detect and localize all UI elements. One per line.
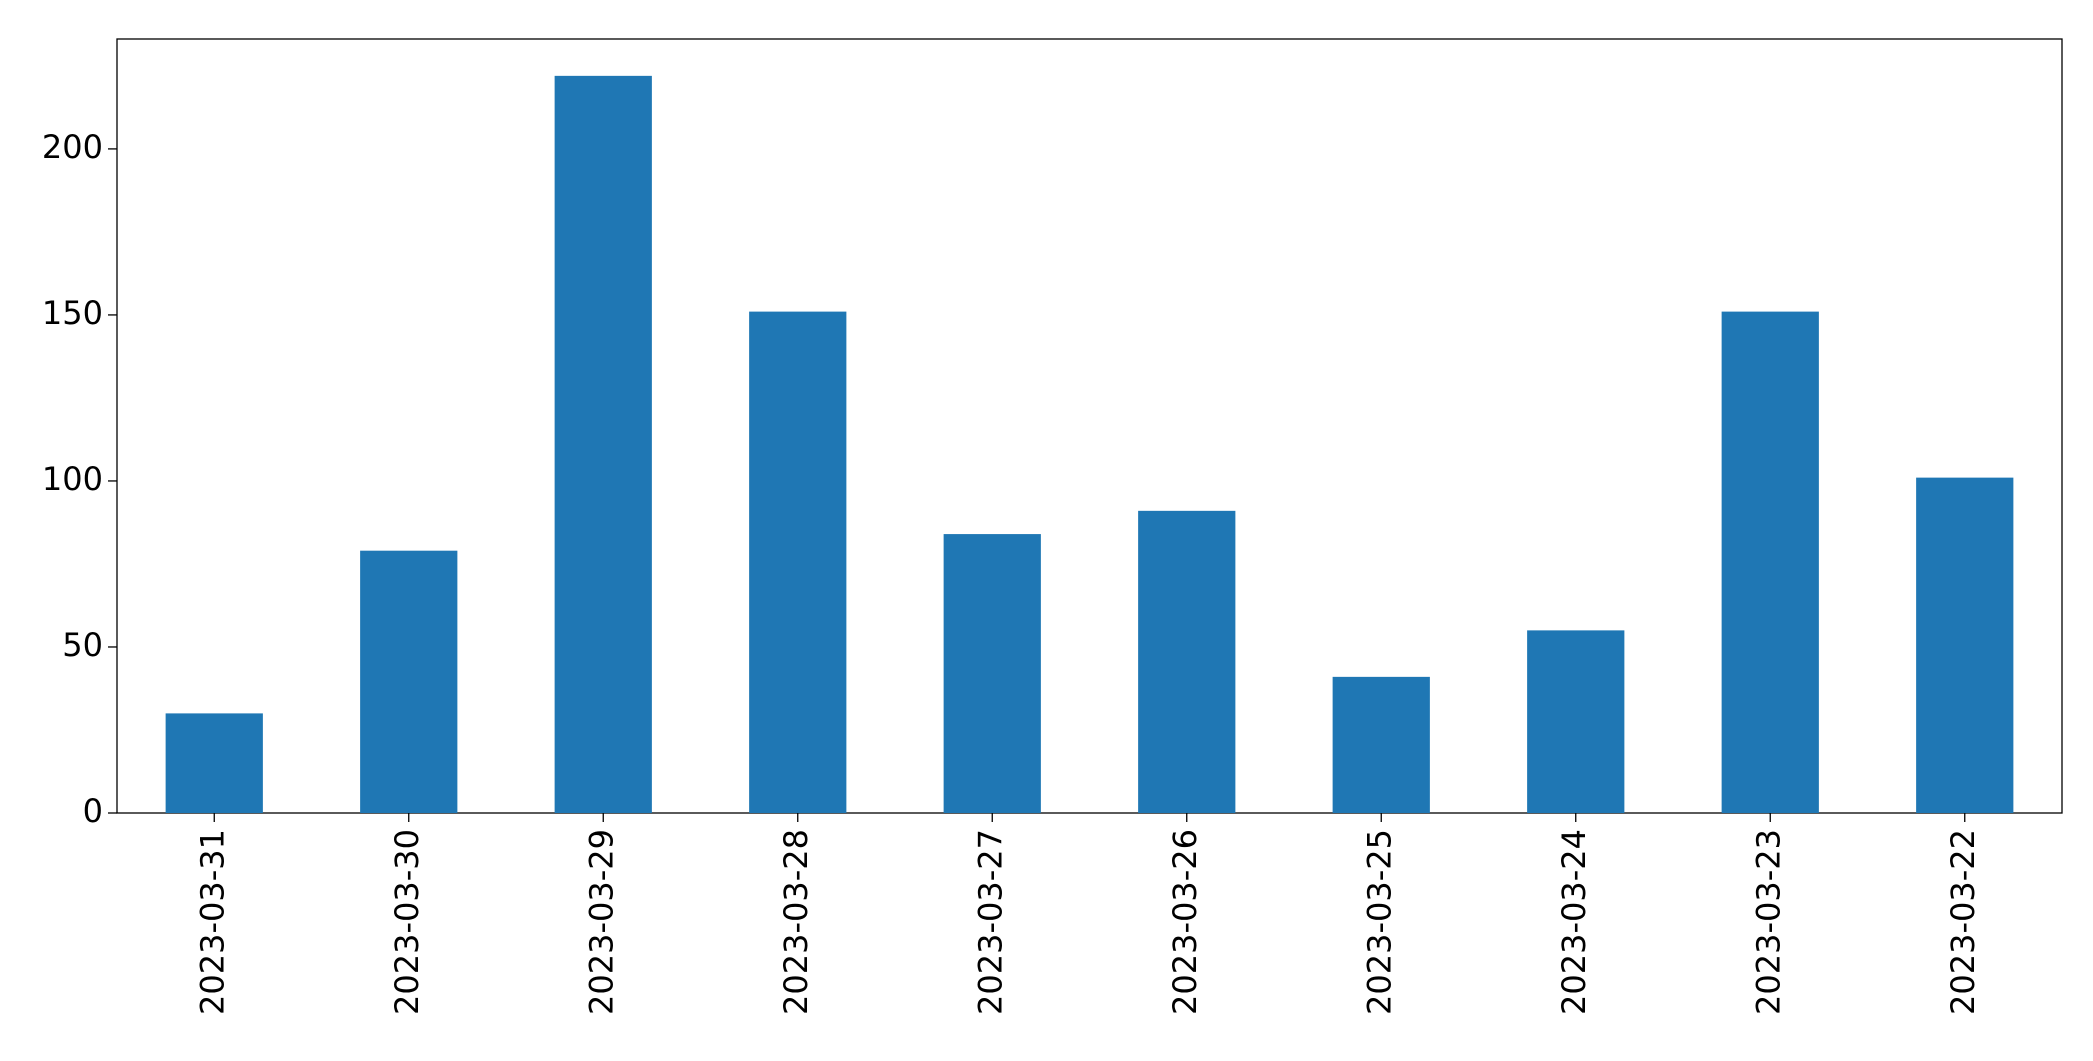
bar (165, 713, 263, 813)
y-tick-label: 0 (83, 792, 103, 830)
bar (360, 550, 458, 813)
x-tick-label: 2023-03-23 (1749, 829, 1787, 1015)
x-tick-label: 2023-03-26 (1166, 829, 1204, 1015)
x-tick-label: 2023-03-22 (1944, 829, 1982, 1015)
x-tick-label: 2023-03-28 (777, 829, 815, 1015)
x-tick-label: 2023-03-27 (971, 829, 1009, 1015)
bar (1721, 311, 1819, 813)
x-tick-label: 2023-03-31 (193, 829, 231, 1015)
x-tick-label: 2023-03-24 (1555, 829, 1593, 1015)
y-tick-label: 200 (42, 128, 103, 166)
bar (749, 311, 847, 813)
x-tick-label: 2023-03-25 (1360, 829, 1398, 1015)
x-tick-label: 2023-03-29 (582, 829, 620, 1015)
bar (1332, 676, 1430, 813)
bar (943, 534, 1041, 813)
bar (1138, 510, 1236, 813)
bar (1916, 477, 2014, 813)
y-tick-label: 100 (42, 460, 103, 498)
y-tick-label: 50 (62, 626, 103, 664)
y-tick-label: 150 (42, 294, 103, 332)
plot-frame (116, 38, 2063, 814)
x-tick-label: 2023-03-30 (388, 829, 426, 1015)
bar (554, 75, 652, 814)
bar (1527, 630, 1625, 813)
